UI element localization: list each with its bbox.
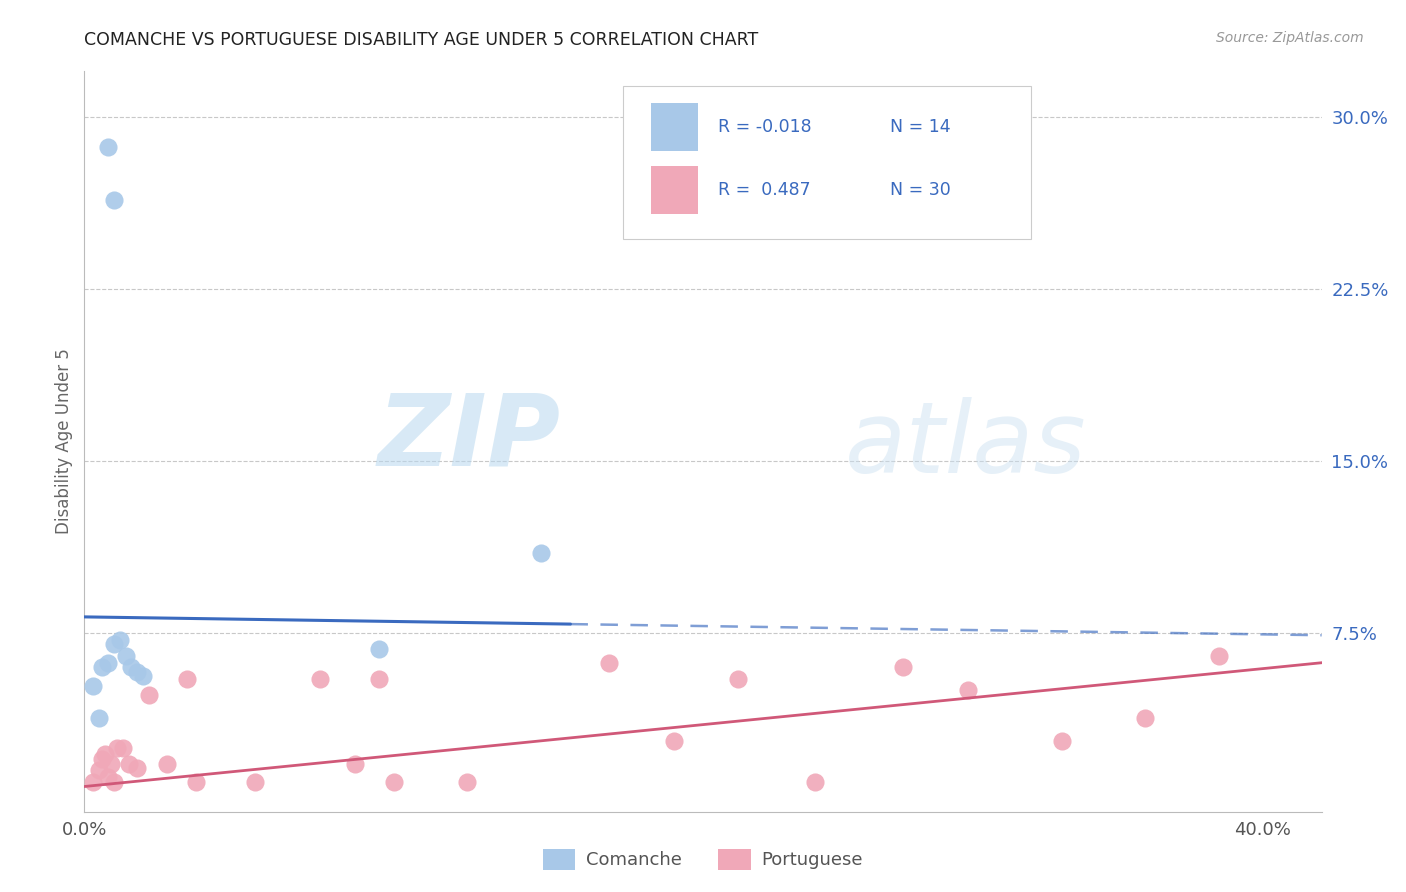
- FancyBboxPatch shape: [623, 87, 1031, 239]
- Point: [114, 648, 136, 663]
- Point: [91, 752, 114, 766]
- Point: [186, 775, 208, 789]
- Point: [103, 775, 125, 789]
- Point: [97, 140, 120, 154]
- Text: R = -0.018: R = -0.018: [718, 119, 811, 136]
- Point: [598, 656, 620, 670]
- Text: N = 14: N = 14: [890, 119, 950, 136]
- Text: R =  0.487: R = 0.487: [718, 181, 810, 199]
- Text: COMANCHE VS PORTUGUESE DISABILITY AGE UNDER 5 CORRELATION CHART: COMANCHE VS PORTUGUESE DISABILITY AGE UN…: [84, 31, 759, 49]
- Point: [891, 660, 914, 674]
- Point: [138, 688, 160, 702]
- Point: [156, 756, 179, 771]
- Text: ZIP: ZIP: [378, 389, 561, 486]
- Point: [1208, 648, 1230, 663]
- Point: [727, 672, 749, 686]
- Point: [1052, 733, 1074, 747]
- Point: [103, 193, 125, 207]
- Point: [100, 756, 122, 771]
- Point: [804, 775, 827, 789]
- Point: [91, 660, 114, 674]
- Point: [82, 679, 104, 693]
- Point: [1133, 711, 1156, 725]
- Point: [344, 756, 367, 771]
- Point: [103, 637, 125, 651]
- Point: [127, 665, 149, 679]
- Legend: Comanche, Portuguese: Comanche, Portuguese: [536, 841, 870, 877]
- Point: [87, 764, 110, 778]
- Point: [97, 656, 120, 670]
- Point: [87, 711, 110, 725]
- Point: [456, 775, 478, 789]
- Text: Source: ZipAtlas.com: Source: ZipAtlas.com: [1216, 31, 1364, 45]
- Point: [108, 632, 131, 647]
- Point: [82, 775, 104, 789]
- Point: [97, 770, 120, 784]
- Point: [121, 660, 143, 674]
- Y-axis label: Disability Age Under 5: Disability Age Under 5: [55, 349, 73, 534]
- Point: [368, 672, 391, 686]
- Text: atlas: atlas: [845, 397, 1087, 494]
- Point: [127, 761, 149, 775]
- Text: N = 30: N = 30: [890, 181, 950, 199]
- Point: [111, 740, 134, 755]
- Point: [957, 683, 980, 698]
- Point: [382, 775, 405, 789]
- Point: [368, 642, 391, 657]
- Point: [176, 672, 198, 686]
- FancyBboxPatch shape: [651, 103, 697, 152]
- Point: [132, 669, 155, 683]
- Point: [105, 740, 128, 755]
- Point: [309, 672, 332, 686]
- FancyBboxPatch shape: [651, 166, 697, 214]
- Point: [94, 747, 117, 762]
- Point: [117, 756, 139, 771]
- Point: [530, 546, 553, 560]
- Point: [245, 775, 267, 789]
- Point: [662, 733, 685, 747]
